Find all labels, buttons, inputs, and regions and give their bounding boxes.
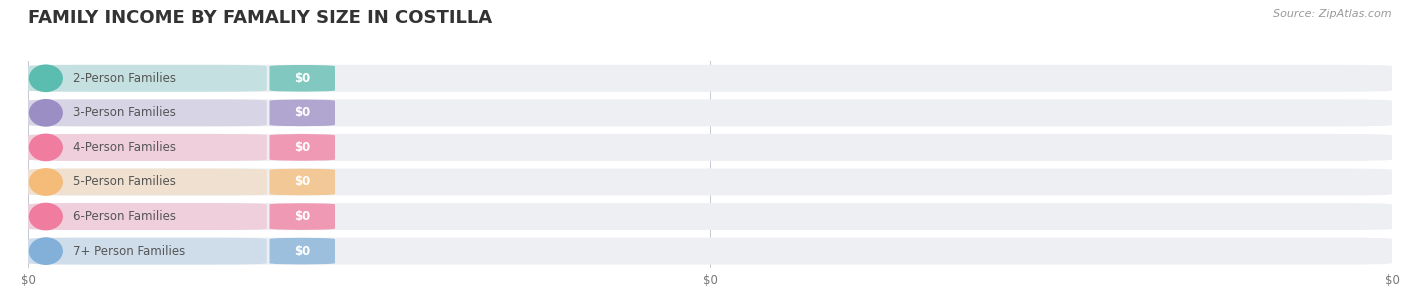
Text: FAMILY INCOME BY FAMALIY SIZE IN COSTILLA: FAMILY INCOME BY FAMALIY SIZE IN COSTILL…: [28, 9, 492, 27]
Text: $0: $0: [294, 175, 311, 188]
Ellipse shape: [30, 65, 62, 92]
Text: 5-Person Families: 5-Person Families: [73, 175, 176, 188]
FancyBboxPatch shape: [270, 203, 335, 230]
Ellipse shape: [30, 134, 62, 160]
FancyBboxPatch shape: [28, 99, 1392, 126]
FancyBboxPatch shape: [28, 203, 267, 230]
Text: 6-Person Families: 6-Person Families: [73, 210, 176, 223]
Text: 7+ Person Families: 7+ Person Families: [73, 245, 186, 258]
FancyBboxPatch shape: [28, 134, 1392, 161]
Text: 2-Person Families: 2-Person Families: [73, 72, 176, 85]
Text: $0: $0: [294, 72, 311, 85]
FancyBboxPatch shape: [28, 168, 267, 196]
Ellipse shape: [30, 203, 62, 230]
Ellipse shape: [30, 238, 62, 264]
FancyBboxPatch shape: [28, 168, 1392, 196]
FancyBboxPatch shape: [28, 238, 1392, 265]
FancyBboxPatch shape: [270, 99, 335, 126]
Ellipse shape: [30, 169, 62, 195]
FancyBboxPatch shape: [28, 65, 1392, 92]
Text: Source: ZipAtlas.com: Source: ZipAtlas.com: [1274, 9, 1392, 19]
FancyBboxPatch shape: [270, 65, 335, 92]
FancyBboxPatch shape: [28, 203, 1392, 230]
Text: $0: $0: [294, 245, 311, 258]
FancyBboxPatch shape: [270, 134, 335, 161]
FancyBboxPatch shape: [28, 99, 267, 126]
FancyBboxPatch shape: [28, 238, 267, 265]
FancyBboxPatch shape: [270, 238, 335, 265]
FancyBboxPatch shape: [28, 134, 267, 161]
Text: $0: $0: [294, 210, 311, 223]
Text: 3-Person Families: 3-Person Families: [73, 106, 176, 119]
Text: 4-Person Families: 4-Person Families: [73, 141, 176, 154]
Text: $0: $0: [294, 141, 311, 154]
Text: $0: $0: [294, 106, 311, 119]
FancyBboxPatch shape: [28, 65, 267, 92]
Ellipse shape: [30, 100, 62, 126]
FancyBboxPatch shape: [270, 168, 335, 196]
